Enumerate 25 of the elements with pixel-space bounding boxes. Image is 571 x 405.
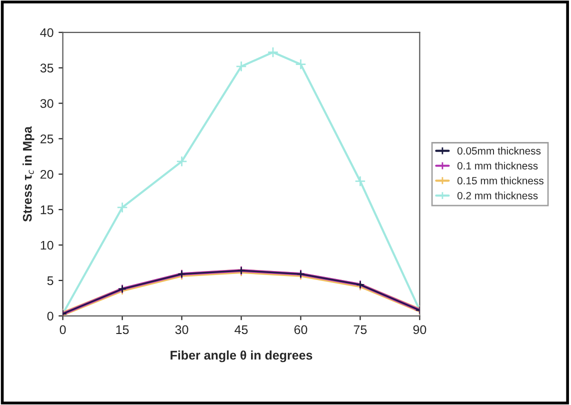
y-tick-label: 30 <box>40 99 54 108</box>
legend-label: 0.2 mm thickness <box>457 192 538 200</box>
x-axis-title: Fiber angle θ in degrees <box>170 350 312 362</box>
y-tick-label: 0 <box>47 312 54 321</box>
legend-label: 0.1 mm thickness <box>457 162 538 170</box>
y-tick-label: 40 <box>40 28 54 38</box>
point <box>176 156 188 167</box>
x-tick-label: 75 <box>354 325 367 334</box>
legend-label: 0.15 mm thickness <box>457 176 544 184</box>
x-tick-label: 30 <box>175 325 188 334</box>
y-tick-label: 5 <box>47 276 54 286</box>
x-tick-label: 45 <box>234 325 248 334</box>
x-tick-label: 0 <box>60 325 66 334</box>
y-tick-label: 10 <box>40 240 54 250</box>
x-tick-label: 60 <box>294 325 308 334</box>
y-tick-label: 35 <box>40 64 54 72</box>
y-tick-label: 15 <box>40 206 54 214</box>
y-tick-label: 25 <box>40 134 54 144</box>
y-tick-label: 20 <box>40 170 54 179</box>
legend-label: 0.05mm thickness <box>457 146 541 155</box>
y-axis-title: Stress τ$_{c}$ in Mpa <box>22 126 34 222</box>
x-tick-label: 90 <box>413 325 426 334</box>
x-tick-label: 15 <box>116 325 129 334</box>
point <box>236 60 247 72</box>
point <box>116 202 128 214</box>
